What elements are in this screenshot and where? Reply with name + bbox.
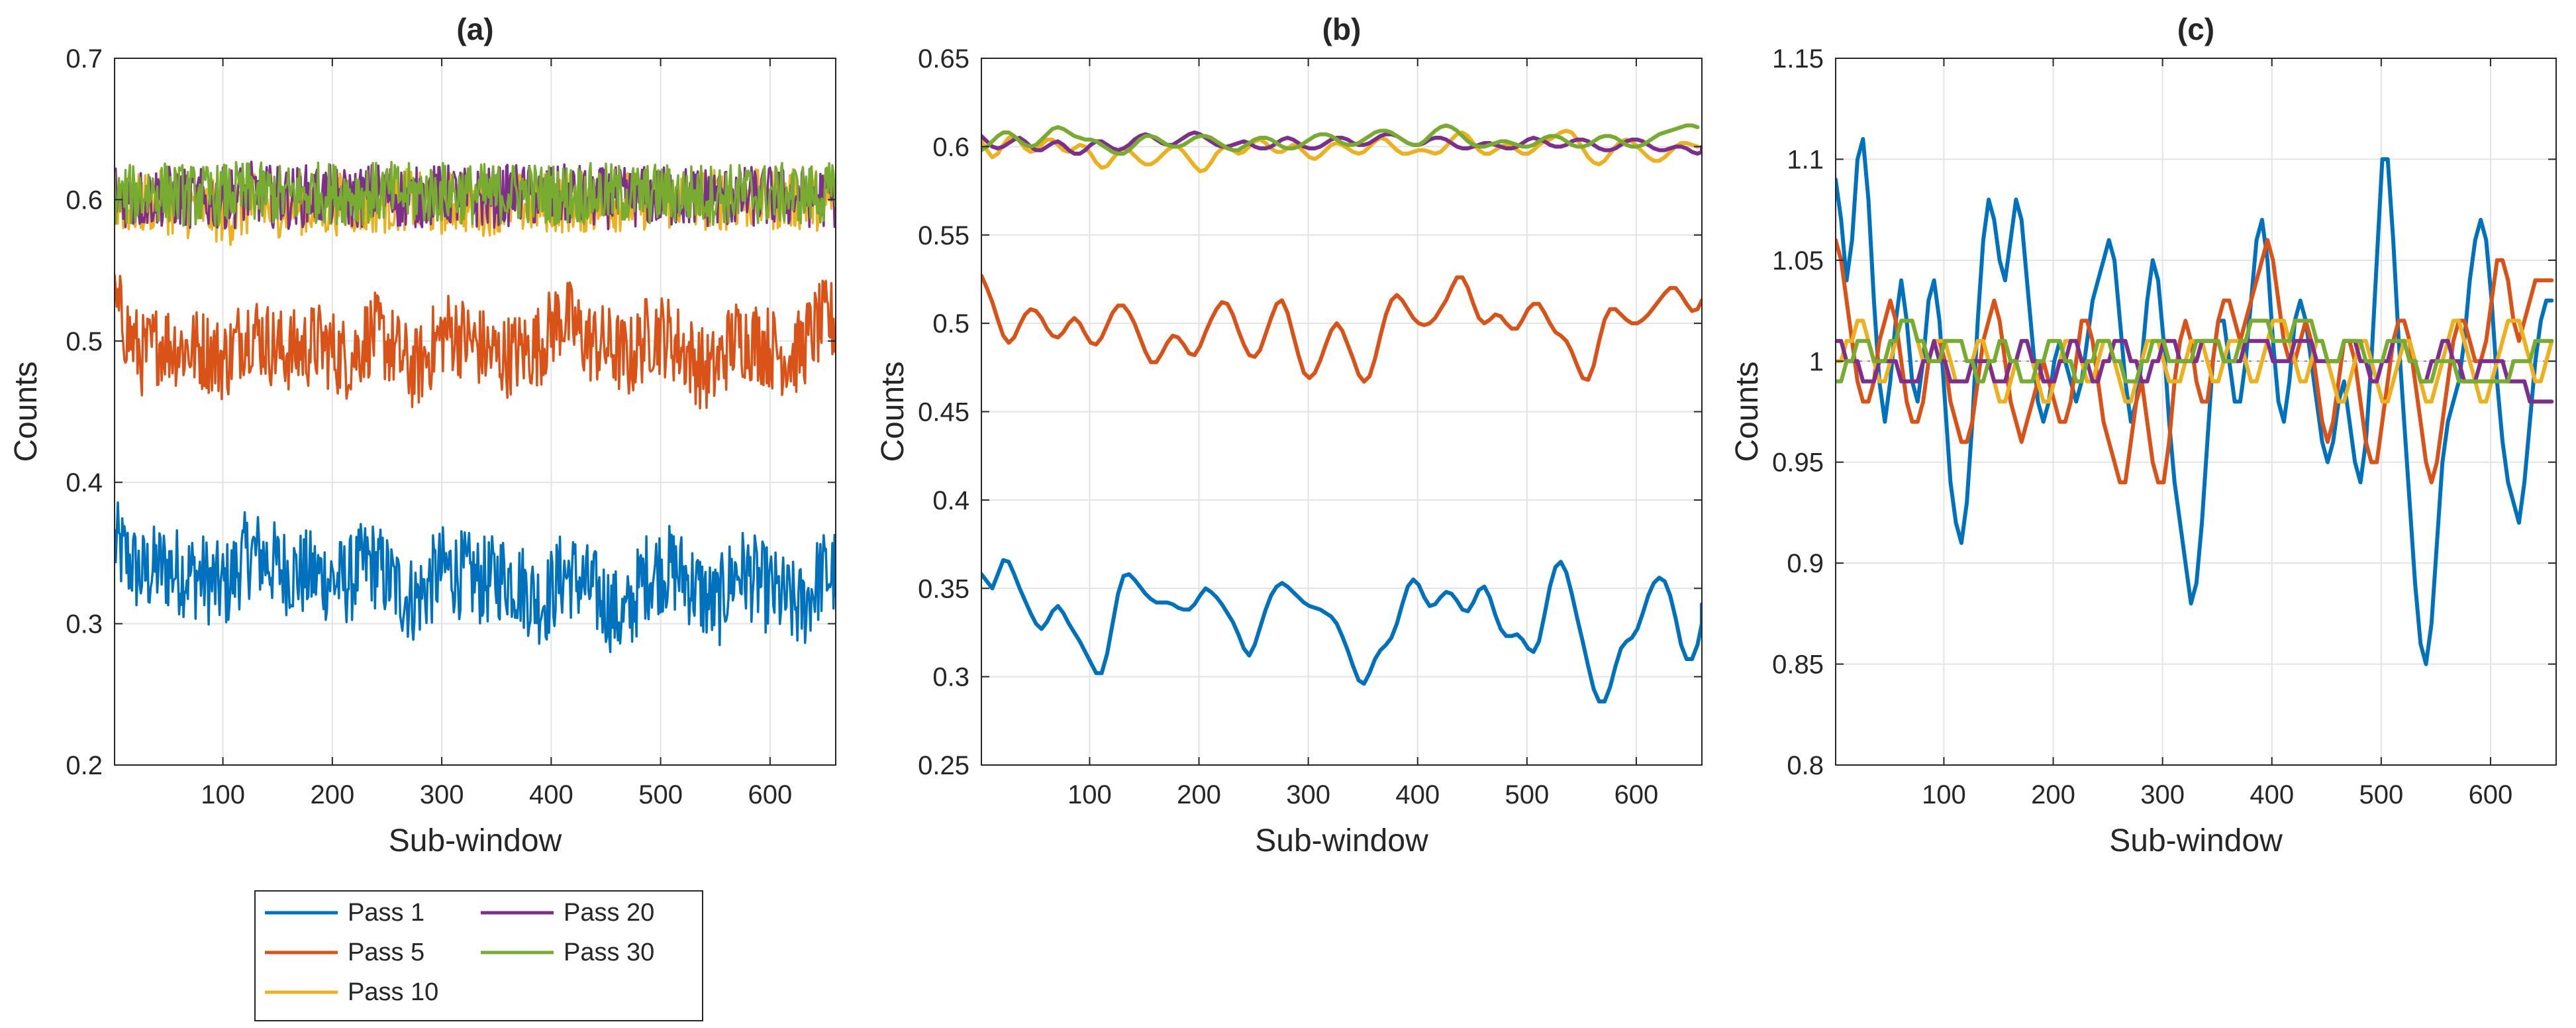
legend-label: Pass 5	[348, 939, 424, 966]
panel-a: 100 200 300 400 500 600 0.2 0.3 0.4 0.5 0.6 0.7 (a) S…	[9, 12, 836, 858]
y-tick-label: 0.5	[932, 309, 969, 338]
y-tick-label: 0.95	[1772, 448, 1824, 478]
series-line-pass-30	[981, 123, 1700, 156]
x-tick-label: 100	[201, 780, 245, 809]
series-line-pass-1	[1836, 136, 2554, 666]
panel-b: 100 200 300 400 500 600 0.25 0.3 0.35 0.4 0.45 0.5 0…	[875, 12, 1703, 858]
grid	[981, 58, 1702, 766]
x-tick-label: 200	[1177, 780, 1221, 809]
chart-title: (a)	[456, 12, 493, 46]
x-tick-label: 300	[420, 780, 464, 809]
series-line-pass-10	[1836, 319, 2554, 404]
y-tick-label: 1	[1809, 347, 1824, 376]
y-tick-label: 0.55	[918, 221, 969, 250]
series-line-pass-1	[981, 558, 1702, 703]
x-tick-label: 400	[1395, 780, 1440, 809]
y-tick-label: 1.15	[1772, 44, 1824, 74]
legend: Pass 1 Pass 20 Pass 5 Pass 30 Pass 10	[254, 890, 703, 1021]
series-line-pass-5	[115, 274, 836, 410]
x-tick-label: 300	[2140, 780, 2185, 809]
x-tick-label: 600	[748, 780, 792, 809]
panel-c: 100 200 300 400 500 600 0.8 0.85 0.9 0.95 1 1.05 1.1…	[1730, 12, 2557, 858]
x-tick-label: 200	[2031, 780, 2075, 809]
y-tick-label: 0.9	[1787, 549, 1824, 578]
y-tick-label: 0.65	[918, 44, 969, 74]
y-tick-label: 0.7	[66, 44, 103, 74]
y-tick-label: 0.2	[66, 751, 103, 780]
x-tick-label: 100	[1922, 780, 1966, 809]
x-axis-label: Sub-window	[389, 823, 562, 858]
y-tick-label: 0.5	[66, 327, 103, 356]
x-axis-label: Sub-window	[2109, 823, 2283, 858]
chart-title: (b)	[1322, 12, 1362, 46]
y-tick-label: 0.6	[66, 185, 103, 215]
x-tick-label: 500	[1505, 780, 1549, 809]
x-axis-label: Sub-window	[1255, 823, 1428, 858]
y-tick-label: 0.25	[918, 751, 969, 780]
legend-label: Pass 1	[348, 899, 424, 927]
x-tick-label: 400	[2250, 780, 2294, 809]
y-tick-label: 1.05	[1772, 246, 1824, 276]
series-line-pass-30	[1836, 319, 2554, 384]
y-tick-label: 0.85	[1772, 650, 1824, 680]
y-axis-label: Counts	[875, 361, 911, 462]
y-tick-label: 0.4	[932, 486, 969, 515]
x-tick-label: 200	[310, 780, 354, 809]
x-tick-label: 600	[1614, 780, 1659, 809]
series-line-pass-20	[981, 130, 1702, 156]
series-line-pass-20	[1836, 338, 2554, 404]
y-tick-label: 0.35	[918, 574, 969, 603]
legend-label: Pass 10	[348, 978, 438, 1006]
y-tick-label: 0.3	[932, 663, 969, 692]
chart-title: (c)	[2177, 12, 2214, 46]
series-line-pass-1	[115, 501, 836, 653]
x-tick-label: 500	[638, 780, 683, 809]
legend-label: Pass 30	[564, 939, 654, 966]
x-tick-label: 600	[2469, 780, 2513, 809]
series-group	[1836, 136, 2554, 666]
x-tick-label: 100	[1067, 780, 1112, 809]
series-line-pass-30	[115, 160, 836, 228]
y-axis-label: Counts	[1730, 361, 1765, 462]
y-tick-label: 0.4	[66, 468, 103, 497]
axes-box	[1835, 58, 2557, 766]
x-tick-label: 400	[529, 780, 573, 809]
plot-area	[1836, 58, 2556, 765]
y-tick-label: 0.8	[1787, 751, 1824, 780]
y-tick-label: 1.1	[1787, 145, 1824, 174]
y-axis-label: Counts	[9, 361, 44, 462]
legend-label: Pass 20	[564, 899, 654, 927]
axes-box	[114, 58, 836, 766]
y-tick-label: 0.6	[932, 132, 969, 162]
x-tick-label: 300	[1286, 780, 1330, 809]
y-tick-label: 0.45	[918, 398, 969, 427]
series-group	[981, 123, 1702, 703]
series-line-pass-5	[981, 274, 1702, 384]
series-group	[115, 160, 836, 653]
y-tick-label: 0.3	[66, 610, 103, 639]
x-tick-label: 500	[2359, 780, 2403, 809]
